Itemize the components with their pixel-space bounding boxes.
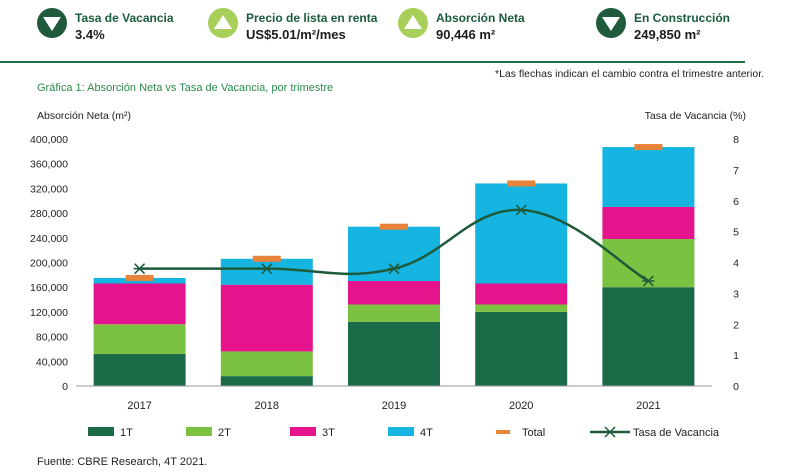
bar-segment-2T	[475, 304, 568, 312]
kpi-label: Absorción Neta	[436, 11, 525, 25]
vacancy-point	[260, 263, 273, 275]
y2-tick-label: 2	[733, 319, 739, 331]
bar-segment-4T	[220, 258, 313, 285]
y2-axis-title: Tasa de Vacancia (%)	[645, 110, 746, 122]
header-divider	[0, 61, 745, 63]
legend-swatch-total	[496, 430, 510, 434]
total-marker	[380, 223, 408, 230]
legend-label: 1T	[120, 427, 133, 439]
y2-tick-label: 8	[733, 134, 739, 146]
legend-swatch-3T	[290, 427, 316, 436]
kpi-value: US$5.01/m²/mes	[246, 27, 346, 42]
y-tick-label: 240,000	[30, 233, 68, 245]
legend-label: Tasa de Vacancia	[633, 427, 720, 439]
legend-label: 3T	[322, 427, 335, 439]
total-marker	[125, 274, 154, 281]
legend-swatch-2T	[186, 427, 212, 436]
vacancy-point	[515, 204, 528, 216]
bar-segment-2T	[220, 351, 313, 377]
y-tick-label: 200,000	[30, 258, 68, 270]
arrow-up-icon	[398, 8, 428, 38]
y-tick-label: 280,000	[30, 208, 68, 220]
bar-segment-1T	[602, 287, 695, 386]
bar-segment-3T	[220, 284, 313, 352]
x-tick-label: 2017	[127, 400, 151, 412]
y2-tick-label: 1	[733, 350, 739, 362]
bar-segment-4T	[348, 226, 440, 282]
kpi-value: 3.4%	[75, 27, 105, 42]
y-tick-label: 120,000	[30, 307, 68, 319]
bar-segment-4T	[602, 147, 695, 207]
bar-segment-3T	[93, 283, 186, 325]
kpi-net-absorption: Absorción Neta 90,446 m²	[398, 8, 548, 48]
legend-label: Total	[522, 427, 545, 439]
x-tick-label: 2021	[636, 400, 660, 412]
y-tick-label: 80,000	[36, 332, 68, 344]
legend-swatch-4T	[388, 427, 414, 436]
bar-segment-2T	[348, 304, 440, 322]
kpi-label: En Construcción	[634, 11, 731, 25]
kpi-under-construction: En Construcción 249,850 m²	[596, 8, 746, 48]
y2-tick-label: 5	[733, 227, 739, 239]
legend-label: 4T	[420, 427, 433, 439]
y2-tick-label: 7	[733, 165, 739, 177]
arrow-up-icon	[208, 8, 238, 38]
bar-segment-2T	[602, 239, 695, 288]
total-marker	[634, 144, 663, 151]
x-tick-label: 2020	[509, 400, 533, 412]
kpi-label: Precio de lista en renta	[246, 11, 378, 25]
y-tick-label: 400,000	[30, 134, 68, 146]
bar-segment-2T	[93, 324, 186, 354]
y2-tick-label: 4	[733, 258, 739, 270]
legend-swatch-1T	[88, 427, 114, 436]
arrow-down-icon	[37, 8, 67, 38]
bar-segment-1T	[475, 311, 568, 386]
bar-segment-4T	[475, 183, 568, 284]
vacancy-point	[133, 263, 146, 275]
y-tick-label: 320,000	[30, 183, 68, 195]
bar-segment-3T	[475, 283, 568, 305]
legend-label: 2T	[218, 427, 231, 439]
kpi-value: 90,446 m²	[436, 27, 496, 42]
footnote: *Las flechas indican el cambio contra el…	[495, 68, 765, 80]
arrow-down-icon	[596, 8, 626, 38]
y2-tick-label: 6	[733, 196, 739, 208]
total-marker	[507, 180, 536, 187]
y2-tick-label: 3	[733, 288, 739, 300]
kpi-rent-price: Precio de lista en renta US$5.01/m²/mes	[208, 8, 388, 48]
kpi-label: Tasa de Vacancia	[75, 11, 174, 25]
x-tick-label: 2019	[382, 400, 406, 412]
kpi-bar: Tasa de Vacancia 3.4% Precio de lista en…	[0, 0, 800, 58]
kpi-value: 249,850 m²	[634, 27, 701, 42]
y-tick-label: 0	[62, 381, 68, 393]
y-tick-label: 360,000	[30, 159, 68, 171]
y2-tick-label: 0	[733, 381, 739, 393]
legend-vacancy-marker	[604, 426, 616, 438]
vacancy-point	[388, 263, 400, 275]
vacancy-point	[642, 275, 655, 287]
bar-segment-3T	[348, 281, 440, 305]
bar-segment-1T	[220, 376, 313, 386]
y-tick-label: 40,000	[36, 356, 68, 368]
x-tick-label: 2018	[255, 400, 279, 412]
total-marker	[252, 255, 281, 262]
bar-segment-3T	[602, 206, 695, 240]
y-tick-label: 160,000	[30, 282, 68, 294]
y-axis-title: Absorción Neta (m²)	[37, 110, 131, 122]
kpi-vacancy: Tasa de Vacancia 3.4%	[37, 8, 187, 48]
bar-segment-1T	[93, 353, 186, 386]
chart-title: Gráfica 1: Absorción Neta vs Tasa de Vac…	[37, 82, 334, 94]
source-note: Fuente: CBRE Research, 4T 2021.	[37, 456, 208, 468]
bar-segment-1T	[348, 321, 440, 386]
